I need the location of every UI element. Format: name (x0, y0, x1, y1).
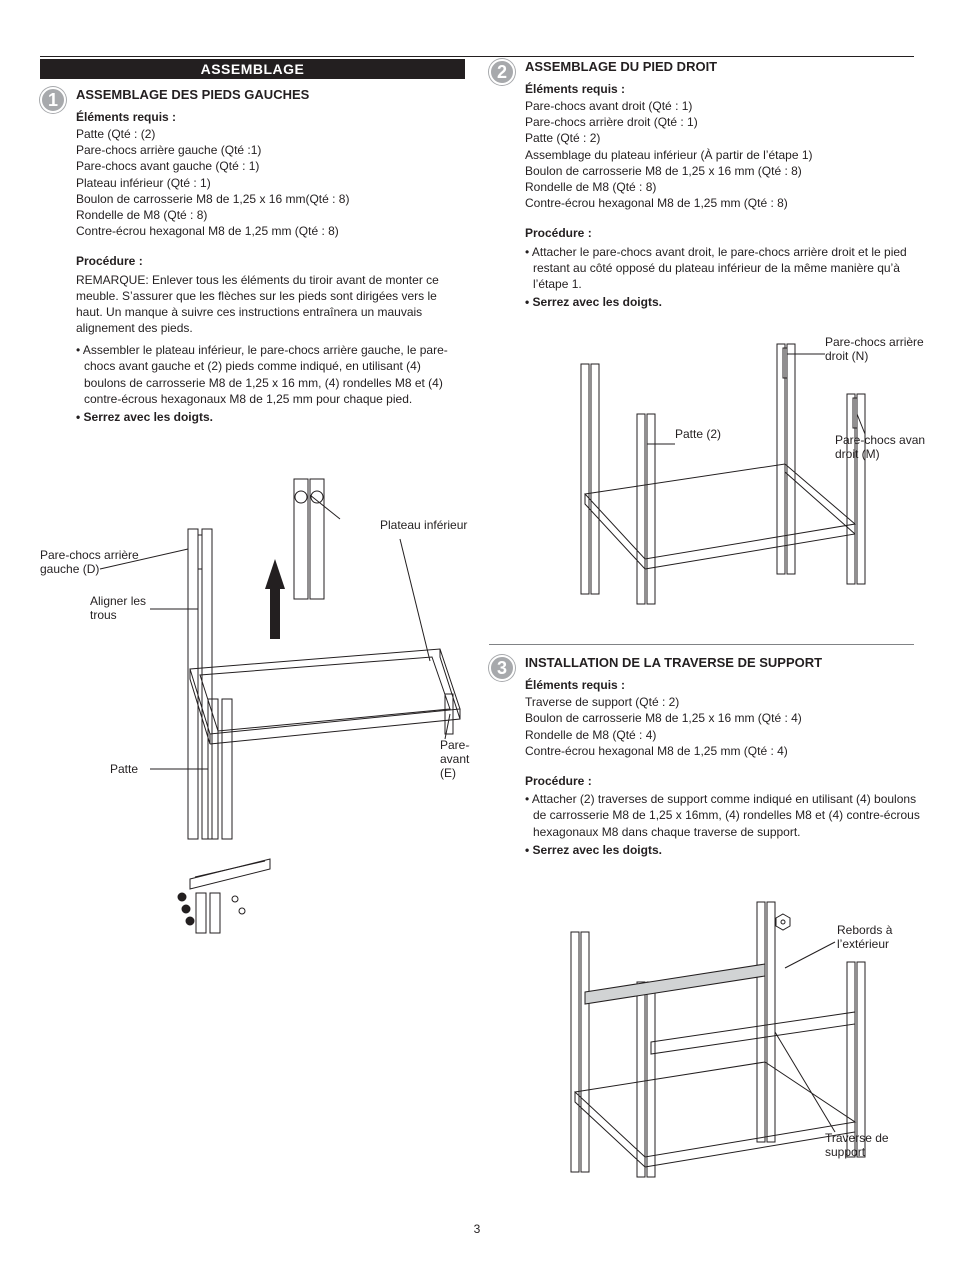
right-column: 2 ASSEMBLAGE DU PIED DROIT Éléments requ… (489, 59, 914, 1192)
proc-bullet: Attacher (2) traverses de support comme … (525, 791, 925, 840)
callout-front-left-1: Pare-chocs (440, 738, 470, 752)
proc-title: Procédure : (76, 253, 465, 269)
step-badge-2: 2 (489, 59, 515, 85)
callout-rear-right-1: Pare-chocs arrière (825, 335, 924, 349)
callout-front-right-2: droit (M) (835, 447, 880, 461)
req-item: Boulon de carrosserie M8 de 1,25 x 16 mm… (76, 191, 465, 207)
req-item: Assemblage du plateau inférieur (À parti… (525, 147, 925, 163)
step-2-title: ASSEMBLAGE DU PIED DROIT (525, 59, 925, 74)
proc-title: Procédure : (525, 773, 925, 789)
callout-rear-right-2: droit (N) (825, 349, 868, 363)
req-item: Rondelle de M8 (Qté : 8) (76, 207, 465, 223)
step-badge-3: 3 (489, 655, 515, 681)
req-item: Rondelle de M8 (Qté : 4) (525, 727, 925, 743)
page-number: 3 (40, 1222, 914, 1236)
column-divider (489, 644, 914, 645)
callout-align-2: trous (90, 608, 117, 622)
step-badge-1: 1 (40, 87, 66, 113)
callout-traverse-1: Traverse de (825, 1131, 889, 1145)
req-item: Rondelle de M8 (Qté : 8) (525, 179, 925, 195)
callout-patte2: Patte (2) (675, 427, 721, 441)
req-item: Pare-chocs arrière droit (Qté : 1) (525, 114, 925, 130)
proc-tight: Serrez avec les doigts. (76, 409, 465, 425)
callout-front-left-3: (E) (440, 766, 456, 780)
req-item: Traverse de support (Qté : 2) (525, 694, 925, 710)
req-item: Pare-chocs avant droit (Qté : 1) (525, 98, 925, 114)
step-3-req-title: Éléments requis : (525, 678, 925, 692)
proc-tight: Serrez avec les doigts. (525, 294, 925, 310)
req-item: Pare-chocs avant gauche (Qté : 1) (76, 158, 465, 174)
step-3-req-list: Traverse de support (Qté : 2) Boulon de … (525, 694, 925, 759)
step-1-title: ASSEMBLAGE DES PIEDS GAUCHES (76, 87, 465, 102)
req-item: Contre-écrou hexagonal M8 de 1,25 mm (Qt… (525, 195, 925, 211)
step-1-figure: Plateau inférieur Pare-chocs arrière gau… (40, 439, 465, 999)
step-3: 3 INSTALLATION DE LA TRAVERSE DE SUPPORT… (489, 655, 914, 1192)
proc-note: REMARQUE: Enlever tous les éléments du t… (76, 272, 465, 337)
req-item: Boulon de carrosserie M8 de 1,25 x 16 mm… (525, 163, 925, 179)
req-item: Patte (Qté : (2) (76, 126, 465, 142)
step-3-procedure: Procédure : Attacher (2) traverses de su… (525, 773, 925, 858)
left-column: ASSEMBLAGE 1 ASSEMBLAGE DES PIEDS GAUCHE… (40, 59, 465, 1192)
callout-rear-left-2: gauche (D) (40, 562, 99, 576)
step-2-procedure: Procédure : Attacher le pare-chocs avant… (525, 225, 925, 310)
callout-rebords-2: l’extérieur (837, 937, 889, 951)
section-banner: ASSEMBLAGE (40, 59, 465, 79)
proc-bullet: Attacher le pare-chocs avant droit, le p… (525, 244, 925, 293)
callout-traverse-2: support (825, 1145, 866, 1159)
step-1-req-title: Éléments requis : (76, 110, 465, 124)
req-item: Patte (Qté : 2) (525, 130, 925, 146)
callout-plateau: Plateau inférieur (380, 518, 467, 532)
req-item: Contre-écrou hexagonal M8 de 1,25 mm (Qt… (525, 743, 925, 759)
step-1: 1 ASSEMBLAGE DES PIEDS GAUCHES Éléments … (40, 87, 465, 425)
step-1-req-list: Patte (Qté : (2) Pare-chocs arrière gauc… (76, 126, 465, 239)
step-2: 2 ASSEMBLAGE DU PIED DROIT Éléments requ… (489, 59, 914, 624)
step-3-figure: Rebords à l’extérieur Traverse de suppor… (525, 872, 925, 1192)
callout-front-right-1: Pare-chocs avant (835, 433, 925, 447)
req-item: Contre-écrou hexagonal M8 de 1,25 mm (Qt… (76, 223, 465, 239)
req-item: Plateau inférieur (Qté : 1) (76, 175, 465, 191)
proc-title: Procédure : (525, 225, 925, 241)
step-2-req-title: Éléments requis : (525, 82, 925, 96)
step-1-procedure: Procédure : REMARQUE: Enlever tous les é… (76, 253, 465, 425)
callout-rear-left-1: Pare-chocs arrière (40, 548, 139, 562)
req-item: Pare-chocs arrière gauche (Qté :1) (76, 142, 465, 158)
callout-patte: Patte (110, 762, 138, 776)
req-item: Boulon de carrosserie M8 de 1,25 x 16 mm… (525, 710, 925, 726)
proc-tight: Serrez avec les doigts. (525, 842, 925, 858)
callout-rebords-1: Rebords à (837, 923, 893, 937)
callout-front-left-2: avant gauche (440, 752, 470, 766)
proc-bullet: Assembler le plateau inférieur, le pare-… (76, 342, 465, 407)
callout-align-1: Aligner les (90, 594, 146, 608)
step-2-figure: Pare-chocs arrière droit (N) Patte (2) P… (525, 324, 925, 624)
step-2-req-list: Pare-chocs avant droit (Qté : 1) Pare-ch… (525, 98, 925, 211)
step-3-title: INSTALLATION DE LA TRAVERSE DE SUPPORT (525, 655, 925, 670)
